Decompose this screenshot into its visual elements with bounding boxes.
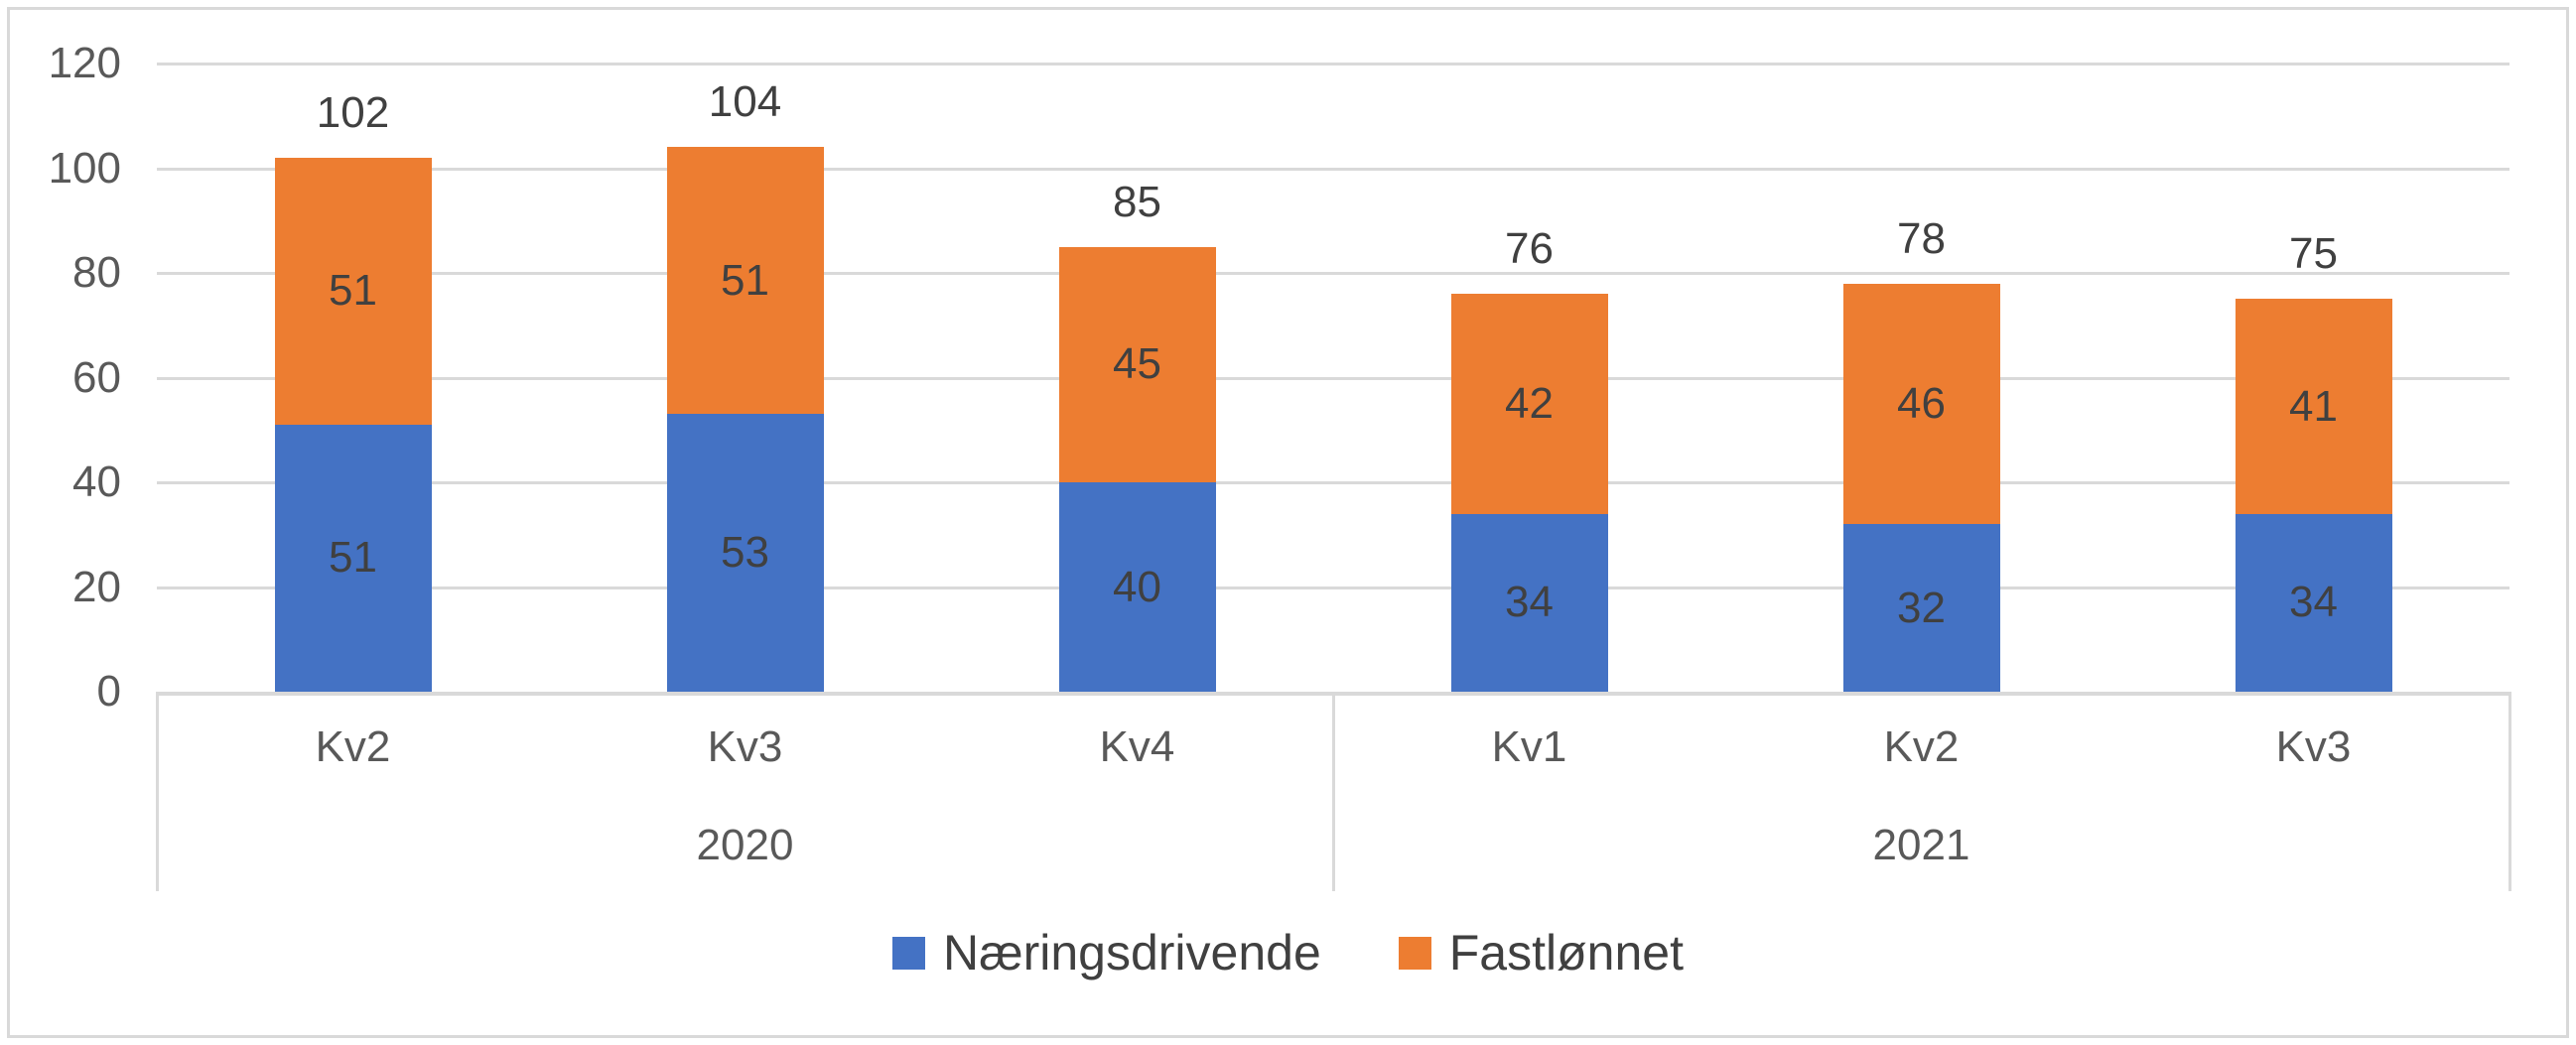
bar-segment-label: 51 [329,266,377,316]
gridline [157,272,2509,275]
legend-item: Næringsdrivende [892,924,1321,981]
legend-label: Næringsdrivende [943,925,1321,980]
bar-segment [1058,246,1216,482]
y-tick-label: 60 [72,352,121,402]
bar-segment [2235,299,2392,514]
y-tick-label: 0 [96,667,121,716]
gridline [157,481,2509,484]
legend-label: Fastlønnet [1448,925,1684,980]
gridline [157,586,2509,589]
category-label: Kv3 [2275,722,2352,771]
bar-total-label: 76 [1505,224,1554,274]
bar-total-label: 75 [2289,229,2338,279]
legend: Næringsdrivende Fastlønnet [0,918,2576,987]
bar-segment-label: 51 [721,255,769,305]
bar-segment-label: 53 [721,528,769,578]
y-tick-label: 120 [48,39,121,87]
bar-segment-label: 34 [2289,578,2338,627]
bar-segment-label: 51 [329,533,377,583]
y-tick-label: 20 [72,562,121,611]
legend-swatch-icon [892,936,926,970]
bar-segment-label: 45 [1113,339,1161,389]
bar-segment-label: 42 [1505,378,1554,428]
bar-segment [1450,294,1608,514]
bar-total-label: 78 [1897,213,1946,263]
legend-swatch-icon [1398,936,1431,970]
category-label: Kv2 [315,722,391,771]
bar-segment-label: 46 [1897,378,1946,428]
bar-segment [2235,513,2392,692]
group-label: 2021 [1872,821,1970,869]
category-label: Kv1 [1491,722,1567,771]
gridline [157,63,2509,65]
bar-segment [1450,513,1608,692]
bar-total-label: 104 [708,77,782,127]
y-tick-label: 40 [72,457,121,506]
bar-segment-label: 32 [1897,583,1946,632]
group-separator [1332,692,1335,891]
bar-segment [666,414,824,692]
bar-segment-label: 34 [1505,578,1554,627]
bar-segment [274,424,432,692]
bar-segment [1842,524,2000,692]
bar-total-label: 102 [316,87,390,137]
bar-segment [1058,482,1216,692]
group-separator [156,692,159,891]
group-separator [2508,692,2511,891]
bar-segment-label: 40 [1113,562,1161,611]
bar-segment [1842,283,2000,525]
gridline [157,167,2509,171]
y-tick-label: 100 [48,143,121,193]
y-tick-label: 80 [72,248,121,297]
bar-segment [666,147,824,415]
bar-segment-label: 41 [2289,381,2338,431]
legend-item: Fastlønnet [1398,924,1684,981]
category-label: Kv4 [1099,722,1175,771]
bar-total-label: 85 [1113,177,1161,226]
category-label: Kv2 [1883,722,1960,771]
bar-segment [274,157,432,425]
group-label: 2020 [696,821,794,869]
gridline [157,376,2509,380]
category-label: Kv3 [707,722,783,771]
chart-border [7,7,2569,1038]
